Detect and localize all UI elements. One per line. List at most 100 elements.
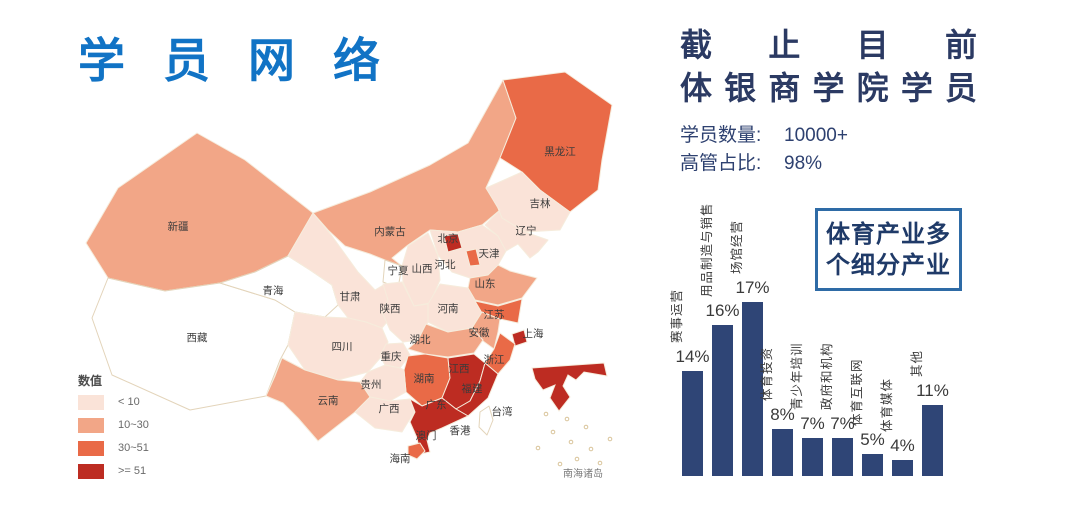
province-label-yunnan: 云南 [318,394,339,407]
legend-row-3: 30~51 [78,440,188,456]
industry-bar-chart: 14% 赛事运营 16% 用品制造与销售 17% 场馆经营 8% 体育投资 7% 青少年培训 7% 政… [670,196,980,476]
bar-category-场馆经营: 场馆经营 [730,219,744,274]
province-label-xinjiang: 新疆 [168,220,189,233]
bar-value-体育媒体: 4% [890,436,915,455]
sea-island-dot [588,446,594,452]
province-label-xizang: 西藏 [187,332,208,344]
province-label-jilin: 吉林 [530,197,551,210]
legend-label-4: >= 51 [118,465,147,477]
sea-island-dot [535,445,541,451]
sea-island-dot [564,416,570,422]
province-label-hubei: 湖北 [410,334,431,346]
bar-category-体育投资: 体育投资 [760,346,774,401]
legend-swatch-3 [78,440,104,456]
page-title: 学员网络 [78,34,418,87]
province-label-guizhou: 贵州 [361,378,382,391]
bar-category-青少年培训: 青少年培训 [790,342,804,410]
bar-用品制造与销售 [712,325,733,476]
bar-其他 [922,405,943,476]
province-label-shandong: 山东 [475,277,496,290]
province-label-jiangxi: 江西 [449,363,470,375]
province-liaoning [484,207,549,259]
stat-row-executives: 高管占比: 98% [680,150,848,178]
stat-value: 98% [784,153,823,174]
province-label-anhui: 安徽 [469,326,490,339]
province-label-qinghai: 青海 [263,284,284,297]
sea-island-dot [550,429,556,435]
map-legend: 数值 < 10 10~30 30~51 >= 51 [78,372,188,486]
bar-政府和机构 [832,438,853,476]
sea-island-dot [597,460,603,466]
province-label-guangxi: 广西 [379,403,400,415]
annotation-box: 体育产业多 个细分产业 [815,208,962,291]
province-label-guangdong: 广东 [426,398,447,411]
stats-block: 学员数量: 10000+ 高管占比: 98% [680,122,848,178]
right-heading: 截止目前 体银商学院学员 [680,24,977,110]
province-label-liaoning: 辽宁 [516,224,537,237]
sea-label: 南海诸岛 [563,467,603,480]
province-label-shanxi: 山西 [412,263,433,275]
sea-island-dot [557,461,563,467]
legend-row-4: >= 51 [78,463,188,479]
legend-label-1: < 10 [118,396,140,408]
province-label-macau: 澳门 [416,429,437,442]
province-taiwan [478,405,494,436]
bar-category-体育媒体: 体育媒体 [880,377,894,432]
bar-value-场馆经营: 17% [735,278,770,297]
province-guangdong [409,397,469,455]
bar-value-用品制造与销售: 16% [705,301,740,320]
province-tianjin [465,248,481,267]
province-label-neimenggu: 内蒙古 [374,225,406,238]
bar-category-其他: 其他 [910,349,924,377]
bar-value-政府和机构: 7% [830,414,855,433]
bar-场馆经营 [742,302,763,476]
bar-category-政府和机构: 政府和机构 [820,342,834,410]
province-guangxi [354,396,416,433]
province-label-hunan: 湖南 [414,372,435,385]
bar-体育投资 [772,429,793,476]
stat-label: 学员数量: [680,125,762,146]
province-label-hainan: 海南 [390,452,411,465]
sea-island-dot [583,424,589,430]
heading-line-2: 体银商学院学员 [680,70,977,106]
bar-赛事运营 [682,371,703,476]
china-map-region: 新疆 西藏 青海 甘肃 内蒙古 黑龙江 吉林 辽宁 河北 北京 天津 山西 宁夏 山东 河南 陕西 江苏 安徽 上海… [70,60,650,490]
province-label-taiwan: 台湾 [492,405,513,418]
province-label-fujian: 福建 [462,382,483,395]
stat-label: 高管占比: [680,153,762,174]
sea-island-dot [607,436,613,442]
annotation-line-1: 体育产业多 [826,220,951,248]
province-label-tianjin: 天津 [479,248,500,260]
bar-体育媒体 [892,460,913,476]
bar-category-体育互联网: 体育互联网 [850,358,864,426]
province-label-hebei: 河北 [435,259,456,271]
province-label-shaanxi: 陕西 [380,302,401,315]
province-beijing [443,233,463,253]
bar-value-其他: 11% [916,381,949,400]
legend-title: 数值 [78,374,103,388]
bar-category-赛事运营: 赛事运营 [670,288,684,343]
legend-swatch-1 [78,394,104,410]
bar-value-青少年培训: 7% [800,414,825,433]
stat-row-students: 学员数量: 10000+ [680,122,848,150]
stat-value: 10000+ [784,125,848,146]
province-label-beijing: 北京 [438,232,459,245]
province-label-chongqing: 重庆 [381,350,402,363]
province-label-henan: 河南 [438,302,459,315]
bar-value-体育投资: 8% [770,405,795,424]
bar-category-用品制造与销售: 用品制造与销售 [700,202,714,297]
sea-island-dot [543,411,549,417]
legend-swatch-2 [78,417,104,433]
province-label-hongkong: 香港 [450,425,471,437]
south-china-sea-inset [531,362,608,412]
bar-青少年培训 [802,438,823,476]
legend-row-2: 10~30 [78,417,188,433]
sea-island-dot [568,439,574,445]
heading-line-1: 截止目前 [680,27,977,63]
province-label-ningxia: 宁夏 [388,264,409,277]
legend-label-3: 30~51 [118,442,149,454]
province-label-sichuan: 四川 [332,341,353,353]
province-label-gansu: 甘肃 [340,290,361,303]
province-hainan [407,442,426,460]
